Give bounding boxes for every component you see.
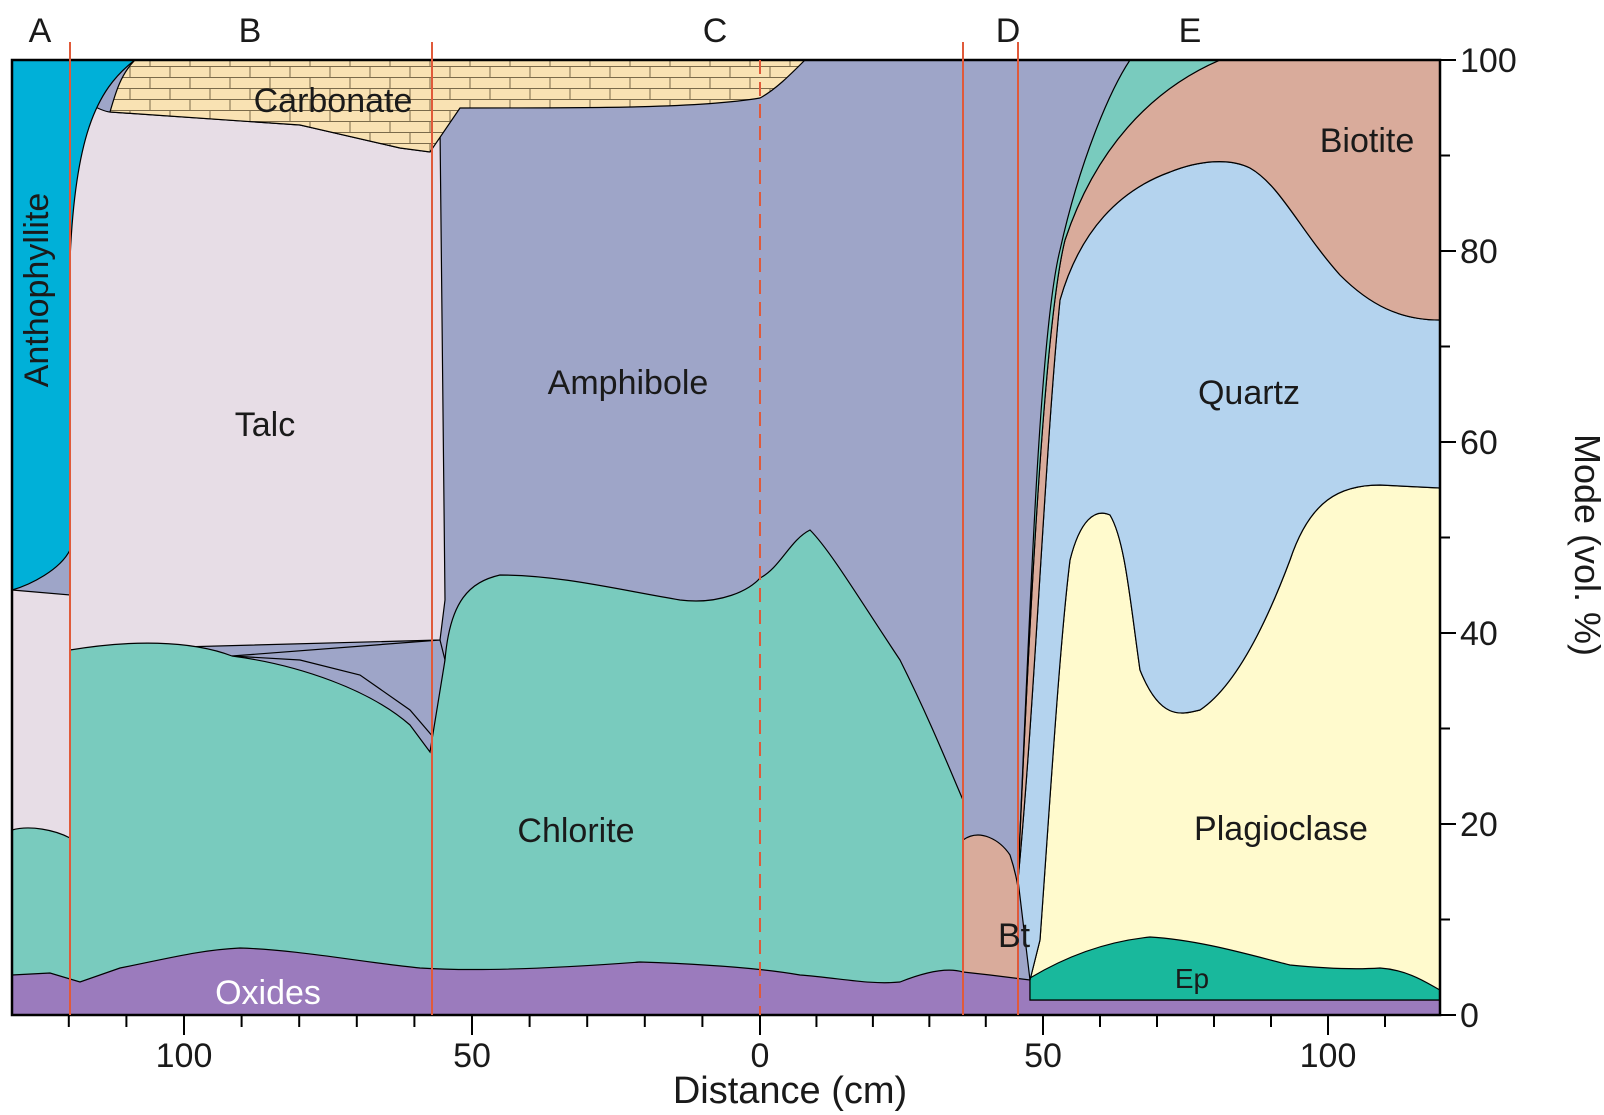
ep-area — [1029, 936, 1440, 1001]
x-axis-title: Distance (cm) — [673, 1070, 907, 1112]
label-talc: Talc — [235, 406, 295, 444]
zone-boundaries — [69, 42, 1019, 1015]
y-tick-label: 100 — [1460, 42, 1517, 80]
zone-labels: A B C D E — [29, 12, 1202, 50]
label-biotite: Biotite — [1320, 122, 1415, 160]
y-tick-label: 60 — [1460, 424, 1498, 462]
x-tick-label: 50 — [453, 1037, 491, 1075]
label-amphibole: Amphibole — [548, 364, 709, 402]
chlorite-right-area — [1017, 60, 1221, 881]
zone-label-d: D — [996, 12, 1021, 50]
anthophyllite-area — [12, 60, 136, 591]
x-tick-label: 50 — [1024, 1037, 1062, 1075]
label-chlorite: Chlorite — [517, 812, 634, 850]
carbonate-area — [109, 60, 806, 153]
y-tick-label: 80 — [1460, 233, 1498, 271]
area-layers — [12, 60, 1440, 1015]
label-oxides: Oxides — [215, 974, 321, 1012]
x-tick-label: 0 — [751, 1037, 770, 1075]
chlorite-area — [12, 529, 964, 1001]
zone-label-e: E — [1179, 12, 1202, 50]
y-axis: 0 20 40 60 80 100 — [1440, 42, 1517, 1035]
x-tick-label: 100 — [156, 1037, 213, 1075]
label-carbonate: Carbonate — [254, 82, 413, 120]
label-ep: Ep — [1175, 963, 1209, 994]
x-axis: 100 50 0 50 100 — [67, 1015, 1386, 1075]
label-plagioclase: Plagioclase — [1194, 810, 1368, 848]
label-quartz: Quartz — [1198, 374, 1300, 412]
amphibole-left-area — [231, 639, 446, 747]
y-tick-label: 40 — [1460, 615, 1498, 653]
zone-label-a: A — [29, 12, 52, 50]
y-tick-label: 20 — [1460, 806, 1498, 844]
zone-label-c: C — [703, 12, 728, 50]
area-labels: Carbonate Talc Amphibole Chlorite Oxides… — [18, 82, 1414, 1012]
x-tick-label: 100 — [1300, 1037, 1357, 1075]
label-bt: Bt — [998, 917, 1031, 955]
label-anthophyllite: Anthophyllite — [18, 193, 56, 388]
zone-label-b: B — [239, 12, 262, 50]
y-axis-title: Mode (vol. %) — [1567, 434, 1604, 656]
y-tick-label: 0 — [1460, 997, 1479, 1035]
